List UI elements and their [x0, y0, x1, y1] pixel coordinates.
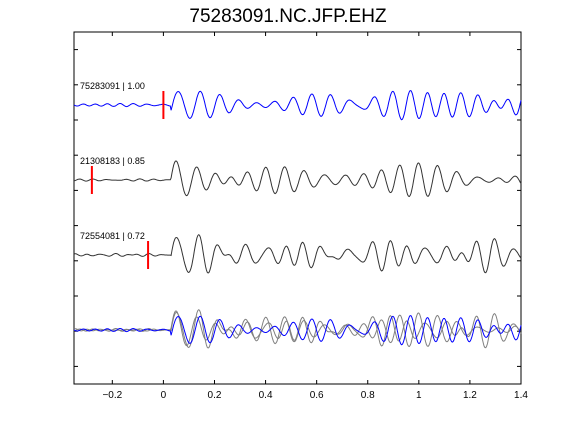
x-tick-label: 1.4 — [514, 390, 528, 401]
trace-1 — [73, 90, 522, 121]
x-tick-label: 1.2 — [463, 390, 477, 401]
x-tick-label: 0.6 — [310, 390, 324, 401]
overlay-trace — [73, 309, 522, 349]
overlay-trace — [73, 315, 522, 346]
chart-title: 75283091.NC.JFP.EHZ — [189, 6, 387, 27]
x-tick-label: 0.4 — [259, 390, 273, 401]
trace-label: 21308183 | 0.85 — [80, 156, 145, 166]
overlay-trace — [73, 310, 522, 348]
x-tick-label: 1 — [416, 390, 422, 401]
trace-label: 75283091 | 1.00 — [80, 81, 145, 91]
x-tick-label: 0.2 — [208, 390, 222, 401]
x-tick-label: 0.8 — [361, 390, 375, 401]
trace-label: 72554081 | 0.72 — [80, 231, 145, 241]
x-tick-label: −0.2 — [102, 390, 122, 401]
trace-2 — [73, 160, 522, 198]
plot-frame — [73, 31, 522, 385]
x-tick-label: 0 — [161, 390, 167, 401]
